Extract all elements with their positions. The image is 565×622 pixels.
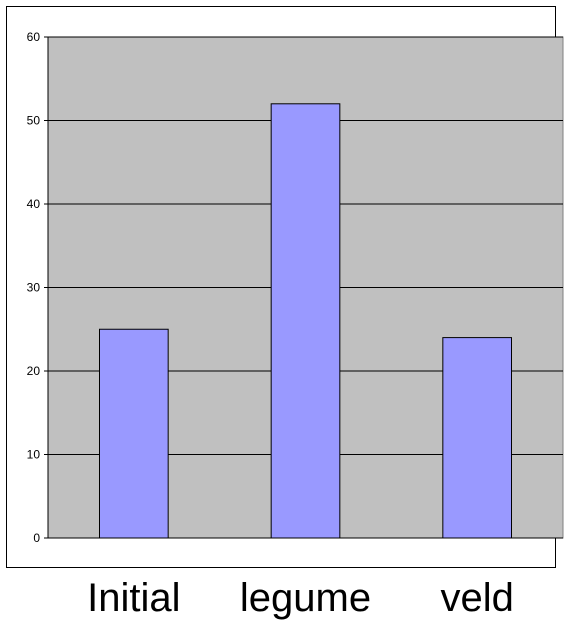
bar-chart: 0 10 20 30 40 50 60 [27,30,564,545]
category-label-veld: veld [440,576,514,620]
category-label-legume: legume [239,576,372,620]
bar-initial [99,328,169,539]
y-tick-label-30: 30 [27,281,41,295]
y-tick-label-10: 10 [27,448,41,462]
y-tick-label-60: 60 [27,30,41,44]
bar-legume [270,103,341,539]
y-tick-label-50: 50 [27,114,41,128]
bars [99,103,513,539]
y-tick-labels: 0 10 20 30 40 50 60 [27,30,48,545]
y-tick-label-40: 40 [27,197,41,211]
bar-veld [442,337,513,539]
y-tick-label-0: 0 [33,531,40,545]
y-tick-label-20: 20 [27,364,41,378]
category-labels: Initial legume veld [0,575,565,622]
category-label-initial: Initial [87,576,181,620]
